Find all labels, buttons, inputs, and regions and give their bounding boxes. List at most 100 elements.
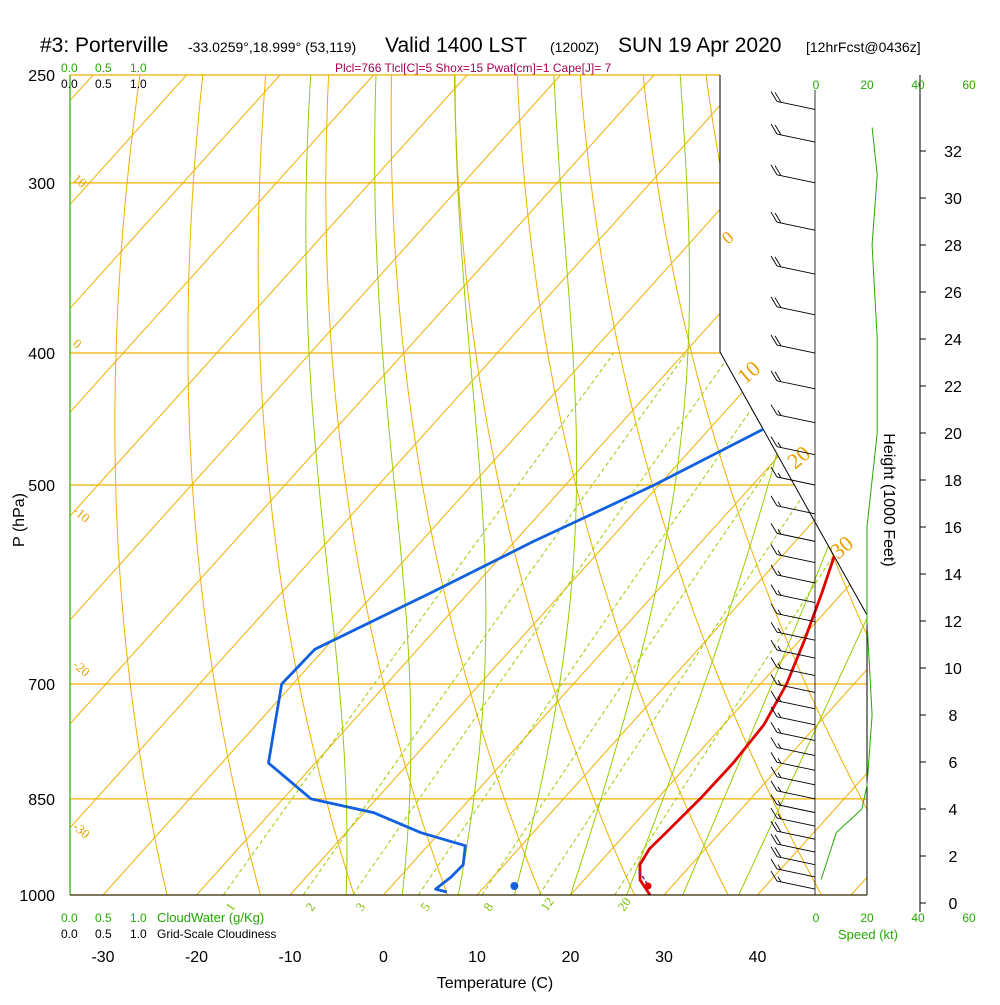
wind-barb-flag bbox=[771, 165, 777, 175]
height-tick-label-26: 26 bbox=[944, 285, 962, 302]
wind-barb-425 bbox=[771, 371, 815, 389]
height-tick-label-8: 8 bbox=[949, 708, 958, 725]
mixing-ratio-2 bbox=[303, 353, 686, 895]
pressure-label-300: 300 bbox=[28, 176, 55, 193]
pressure-label-850: 850 bbox=[28, 792, 55, 809]
wind-barb-staff bbox=[777, 477, 815, 485]
wind-barb-staff bbox=[777, 777, 815, 785]
wind-barb-staff bbox=[777, 614, 815, 622]
wind-barb-flag bbox=[771, 722, 777, 732]
stability-indices: Plcl=766 Tlcl[C]=5 Shox=15 Pwat[cm]=1 Ca… bbox=[335, 61, 612, 75]
wind-barb-flag bbox=[775, 213, 781, 223]
chart-header: #3: Porterville -33.0259°,18.999° (53,11… bbox=[40, 34, 921, 75]
wind-speed-profile bbox=[821, 128, 877, 880]
wind-barb-flag bbox=[771, 91, 777, 101]
height-tick-label-24: 24 bbox=[944, 332, 962, 349]
cloudiness-tick-bottom-0: 0.0 bbox=[61, 927, 78, 941]
wind-barb-flag bbox=[771, 622, 777, 632]
cloudwater-tick-top-2: 1.0 bbox=[130, 61, 147, 75]
isotherm-label-left-4: -30 bbox=[70, 819, 93, 842]
pressure-label-500: 500 bbox=[28, 478, 55, 495]
cloudiness-tick-top-0: 0.0 bbox=[61, 77, 78, 91]
wind-barb-flag bbox=[771, 335, 777, 345]
wind-barb-flag bbox=[771, 604, 777, 614]
pressure-label-700: 700 bbox=[28, 677, 55, 694]
cloudiness-tick-top-2: 1.0 bbox=[130, 77, 147, 91]
mixing-ratio-label-12: 12 bbox=[537, 894, 557, 913]
wind-barb-930 bbox=[771, 834, 815, 852]
wind-barb-flag bbox=[771, 808, 777, 818]
mixing-ratio-label-2: 2 bbox=[302, 900, 318, 914]
mixing-ratio-label-5: 5 bbox=[417, 900, 433, 914]
isotherm-label-left-0: 10 bbox=[70, 171, 90, 191]
isobar-lines bbox=[70, 75, 867, 895]
dewpoint-profile bbox=[269, 98, 834, 892]
height-tick-label-22: 22 bbox=[944, 379, 962, 396]
wind-barb-970 bbox=[771, 859, 815, 877]
wind-barb-staff bbox=[777, 881, 815, 889]
wind-barb-staff bbox=[777, 831, 815, 839]
temperature-tick-label-20: 20 bbox=[562, 949, 580, 966]
height-tick-label-32: 32 bbox=[944, 144, 962, 161]
wind-barb-staff bbox=[777, 345, 815, 353]
pressure-label-250: 250 bbox=[28, 68, 55, 85]
isotherm-label-left-1: 0 bbox=[70, 336, 85, 352]
forecast-date: SUN 19 Apr 2020 bbox=[618, 34, 781, 57]
temperature-tick-label-30: 30 bbox=[655, 949, 673, 966]
temperature-tick-label--30: -30 bbox=[91, 949, 114, 966]
wind-barb-flag bbox=[775, 125, 781, 135]
wind-barb-325 bbox=[771, 212, 815, 230]
height-tick-label-10: 10 bbox=[944, 661, 962, 678]
wind-barb-flag bbox=[775, 298, 781, 308]
wind-barb-flag bbox=[771, 565, 777, 575]
wind-barb-staff bbox=[777, 575, 815, 583]
wind-barb-flag bbox=[775, 372, 781, 382]
wind-barb-flag bbox=[771, 821, 777, 831]
cloudiness-label: Grid-Scale Cloudiness bbox=[157, 927, 276, 941]
speed-axis-label: Speed (kt) bbox=[838, 927, 898, 942]
wind-barb-280 bbox=[771, 124, 815, 142]
wind-barb-flag bbox=[771, 752, 777, 762]
wind-barb-810 bbox=[771, 752, 815, 770]
mixing-ratio-12 bbox=[539, 353, 899, 895]
wind-barb-staff bbox=[777, 762, 815, 770]
wind-barb-flag bbox=[771, 847, 777, 857]
wind-barb-staff bbox=[777, 175, 815, 183]
wind-speed-line bbox=[821, 128, 877, 880]
forecast-info: [12hrFcst@0436z] bbox=[806, 39, 921, 55]
mixing-ratio-1 bbox=[223, 353, 614, 895]
temperature-tick-label--10: -10 bbox=[278, 949, 301, 966]
cloudiness-tick-bottom-1: 0.5 bbox=[95, 927, 112, 941]
wind-barb-flag bbox=[771, 545, 777, 555]
mixing-ratio-3 bbox=[353, 353, 732, 895]
valid-time: Valid 1400 LST bbox=[385, 34, 527, 57]
isotherm-label-left-3: -20 bbox=[70, 657, 93, 680]
mixing-ratio-5 bbox=[418, 353, 790, 895]
cloudwater-tick-top-0: 0.0 bbox=[61, 61, 78, 75]
wind-barb-staff bbox=[777, 555, 815, 563]
utc-time: (1200Z) bbox=[550, 39, 599, 55]
wind-barb-staff bbox=[777, 818, 815, 826]
wind-barb-770 bbox=[771, 722, 815, 740]
speed-tick-bottom-0: 0 bbox=[813, 911, 820, 925]
cloudiness-tick-top-1: 0.5 bbox=[95, 77, 112, 91]
height-tick-label-14: 14 bbox=[944, 567, 962, 584]
wind-barb-flag bbox=[775, 92, 781, 102]
mixing-ratio-20 bbox=[615, 353, 967, 895]
wind-barb-400 bbox=[771, 335, 815, 353]
isotherm-label-right-10: 10 bbox=[732, 356, 765, 389]
temperature-tick-label-40: 40 bbox=[749, 949, 767, 966]
wind-barb-570 bbox=[771, 545, 815, 563]
speed-tick-bottom-2: 40 bbox=[911, 911, 925, 925]
wind-barb-flag bbox=[775, 336, 781, 346]
wind-barb-staff bbox=[777, 791, 815, 799]
height-tick-label-16: 16 bbox=[944, 520, 962, 537]
wind-barb-flag bbox=[771, 124, 777, 134]
temperature-tick-label-10: 10 bbox=[468, 949, 486, 966]
wind-barb-flag bbox=[775, 166, 781, 176]
wind-barb-flag bbox=[771, 523, 777, 533]
wind-barb-590 bbox=[771, 565, 815, 583]
wind-barb-flag bbox=[771, 834, 777, 844]
speed-tick-top-0: 0 bbox=[813, 78, 820, 92]
